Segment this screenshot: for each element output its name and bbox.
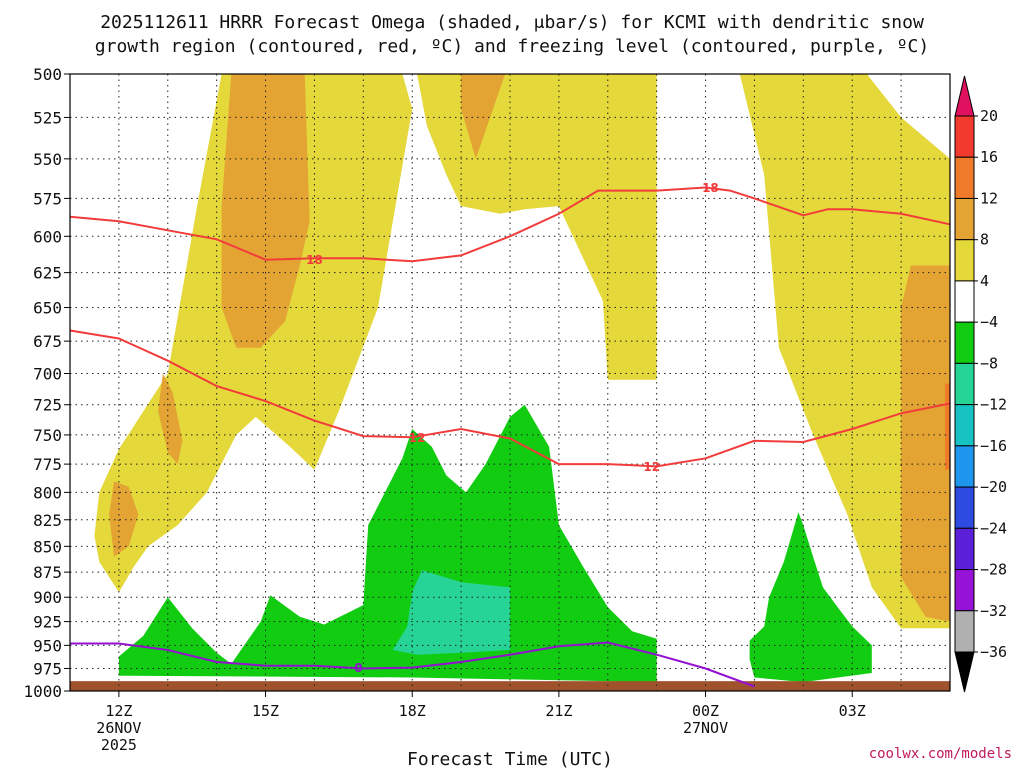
y-tick-label: 775 xyxy=(33,455,62,474)
colorbar-band xyxy=(954,197,975,241)
colorbar: 20 16 12 8 4 −4 −8 −12 −16 −20 −24 −28 −32 −36 xyxy=(954,75,1007,693)
y-tick-label: 725 xyxy=(33,396,62,415)
y-tick-label: 875 xyxy=(33,563,62,582)
y-tick-label: 625 xyxy=(33,264,62,283)
omega-region-upward-12-16-right xyxy=(945,383,950,470)
omega-region-upward-8-12-right xyxy=(901,265,950,622)
contour-dgz_18 xyxy=(69,186,951,263)
ground-strip xyxy=(70,681,950,691)
colorbar-label: −36 xyxy=(980,643,1007,661)
colorbar-band xyxy=(954,610,975,653)
colorbar-label: −16 xyxy=(980,437,1007,455)
contour-label-freezing_0: 0 xyxy=(354,661,362,675)
y-tick-label: 600 xyxy=(33,227,62,246)
contour-dgz_12 xyxy=(69,329,951,468)
colorbar-band xyxy=(954,156,975,199)
x-tick-label: 18Z xyxy=(399,702,426,720)
colorbar-band xyxy=(954,239,975,282)
y-tick-label: 800 xyxy=(33,483,62,502)
colorbar-label: −32 xyxy=(980,602,1007,620)
contour-label-dgz_12: 12 xyxy=(409,431,426,445)
y-tick-label: 650 xyxy=(33,299,62,318)
colorbar-label: 16 xyxy=(980,148,998,166)
omega-region-upward-8-12-small-b xyxy=(109,481,139,557)
x-tick-label: 00Z xyxy=(692,702,719,720)
contour-layer: 18 18 12 12 0 xyxy=(69,181,951,688)
colorbar-label: 20 xyxy=(980,107,998,125)
y-tick-label: 950 xyxy=(33,636,62,655)
x-tick-label: 27NOV xyxy=(683,719,728,737)
colorbar-label: 4 xyxy=(980,272,989,290)
x-tick-label: 2025 xyxy=(101,736,137,754)
colorbar-label: −24 xyxy=(980,519,1007,537)
chart-title-line2: growth region (contoured, red, ºC) and f… xyxy=(95,36,929,57)
y-tick-label: 675 xyxy=(33,332,62,351)
colorbar-band xyxy=(954,280,975,323)
omega-region-upward-8-12-left xyxy=(221,74,310,348)
colorbar-band xyxy=(954,445,975,488)
x-tick-label: 15Z xyxy=(252,702,279,720)
ground-layer xyxy=(70,681,950,691)
y-tick-label: 1000 xyxy=(23,682,62,701)
contour-label-dgz_18: 18 xyxy=(306,253,323,267)
x-tick-label: 12Z xyxy=(105,702,132,720)
contour-label-dgz_12: 12 xyxy=(643,460,660,474)
colorbar-label: 12 xyxy=(980,189,998,207)
y-tick-label: 575 xyxy=(33,189,62,208)
colorbar-label: −20 xyxy=(980,478,1007,496)
colorbar-band xyxy=(954,362,975,406)
y-tick-label: 525 xyxy=(33,108,62,127)
colorbar-band xyxy=(954,569,975,612)
colorbar-label: −28 xyxy=(980,561,1007,579)
omega-region-downward-8-12-patch xyxy=(392,570,510,655)
y-tick-label: 900 xyxy=(33,588,62,607)
x-tick-label: 21Z xyxy=(545,702,572,720)
y-tick-label: 925 xyxy=(33,613,62,632)
y-tick-label: 700 xyxy=(33,365,62,384)
y-tick-label: 825 xyxy=(33,511,62,530)
colorbar-band xyxy=(954,527,975,571)
contour-freezing_0 xyxy=(70,641,755,688)
chart-title-line1: 2025112611 HRRR Forecast Omega (shaded, … xyxy=(100,12,924,33)
colorbar-band xyxy=(954,486,975,529)
omega-region-downward-4-8-main xyxy=(118,404,657,683)
y-tick-label: 550 xyxy=(33,150,62,169)
colorbar-band xyxy=(954,321,975,364)
colorbar-band xyxy=(954,115,975,158)
omega-region-upward-8-12-small-a xyxy=(158,373,183,465)
plot-frame xyxy=(69,73,951,692)
colorbar-label: −8 xyxy=(980,354,998,372)
omega-region-downward-4-8-right xyxy=(749,512,872,683)
colorbar-band xyxy=(954,404,975,447)
y-tick-label: 500 xyxy=(33,65,62,84)
colorbar-bottom-arrow xyxy=(954,651,975,693)
x-axis-label: Forecast Time (UTC) xyxy=(407,749,613,768)
y-tick-label: 850 xyxy=(33,537,62,556)
x-tick-label: 03Z xyxy=(839,702,866,720)
y-tick-label: 750 xyxy=(33,426,62,445)
y-tick-label: 975 xyxy=(33,659,62,678)
x-tick-label: 26NOV xyxy=(96,719,141,737)
omega-region-upward-8-12-small-c xyxy=(461,74,506,159)
axes-layer: 500 525 550 575 600 625 650 675 700 725 750 775 800 8… xyxy=(23,65,951,754)
credit-text: coolwx.com/models xyxy=(869,746,1012,762)
colorbar-label: −12 xyxy=(980,396,1007,414)
colorbar-label: 8 xyxy=(980,231,989,249)
grid-layer xyxy=(70,74,950,691)
colorbar-label: −4 xyxy=(980,313,998,331)
contour-label-dgz_18: 18 xyxy=(702,181,719,195)
